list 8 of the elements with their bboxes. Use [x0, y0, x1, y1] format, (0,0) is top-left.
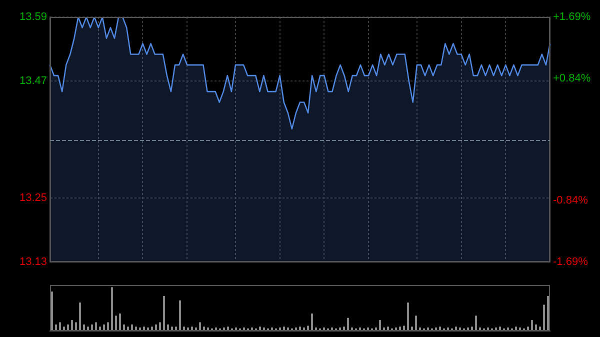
y2-tick-label: -0.84% [553, 194, 588, 206]
y-tick-label: 13.13 [19, 256, 47, 268]
y2-tick-label: +1.69% [553, 11, 591, 24]
y2-tick-label: -1.69% [553, 256, 588, 268]
y-tick-label: 13.59 [19, 11, 47, 24]
y-tick-label: 13.25 [19, 192, 47, 204]
y-tick-label: 13.47 [19, 74, 47, 87]
y2-tick-label: +0.84% [553, 72, 591, 85]
